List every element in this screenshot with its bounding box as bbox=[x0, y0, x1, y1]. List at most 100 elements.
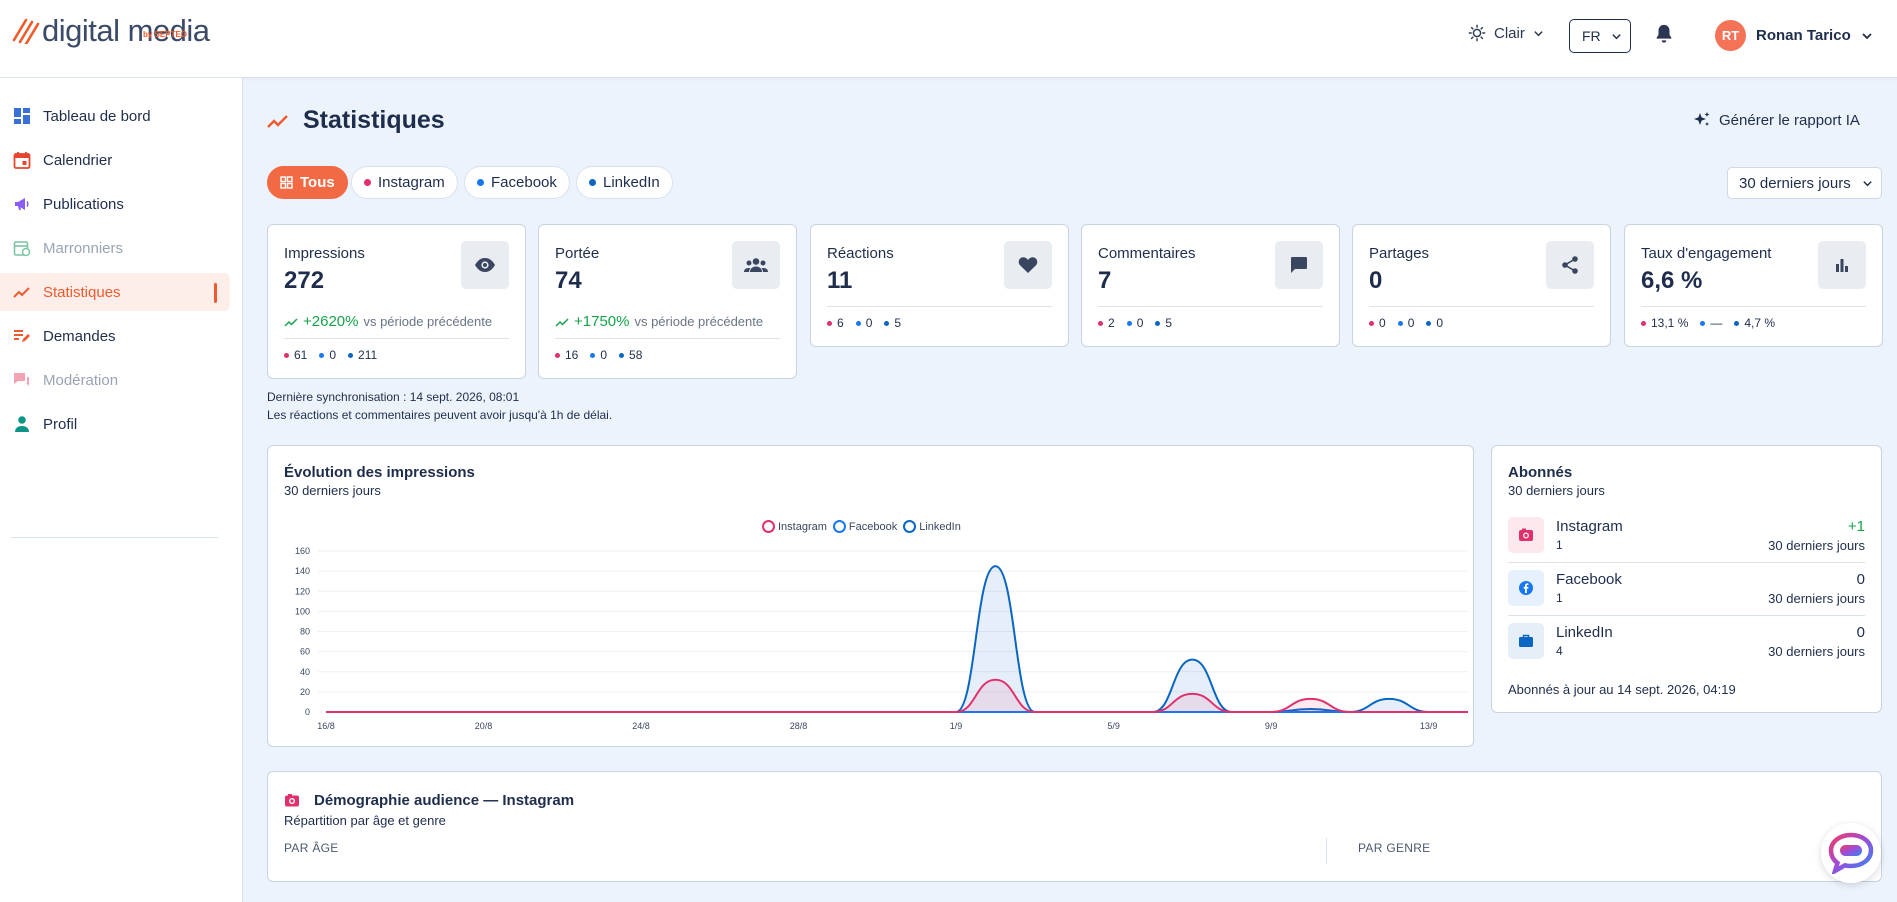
facebook-icon bbox=[1519, 581, 1533, 595]
filter-chip-instagram[interactable]: Instagram bbox=[351, 166, 458, 199]
abonnes-delta: 0 bbox=[1856, 624, 1865, 641]
breakdown-linkedin: 5 bbox=[1155, 316, 1172, 330]
y-tick-label: 140 bbox=[295, 566, 310, 576]
breakdown-value: 0 bbox=[600, 348, 608, 362]
card-icon-box bbox=[1818, 241, 1866, 289]
legend-item-instagram[interactable]: Instagram bbox=[762, 520, 827, 533]
sidebar-item-profil[interactable]: Profil bbox=[0, 405, 230, 443]
series-area-linkedin bbox=[326, 566, 1468, 712]
abonnes-network: LinkedIn bbox=[1556, 624, 1613, 641]
legend-item-linkedin[interactable]: LinkedIn bbox=[903, 520, 961, 533]
sync-info: Dernière synchronisation : 14 sept. 2026… bbox=[267, 388, 612, 424]
breakdown-instagram: 61 bbox=[284, 348, 307, 362]
abonnes-row-linkedin: LinkedIn 4 0 30 derniers jours bbox=[1508, 616, 1865, 669]
y-tick-label: 20 bbox=[300, 687, 310, 697]
abonnes-footer: Abonnés à jour au 14 sept. 2026, 04:19 bbox=[1508, 682, 1736, 697]
breakdown-instagram: 6 bbox=[827, 316, 844, 330]
legend-item-facebook[interactable]: Facebook bbox=[832, 520, 897, 533]
breakdown-facebook: 0 bbox=[855, 316, 872, 330]
sidebar-item-calendrier[interactable]: Calendrier bbox=[0, 141, 230, 179]
chevron-down-icon bbox=[1612, 33, 1621, 39]
user-name: Ronan Tarico bbox=[1756, 27, 1851, 44]
logo-text: digital media bbox=[42, 13, 210, 48]
facebook-icon-box bbox=[1508, 570, 1544, 606]
breakdown-value: — bbox=[1710, 316, 1723, 330]
chip-label: Facebook bbox=[491, 174, 557, 191]
linkedin-icon-box bbox=[1508, 623, 1544, 659]
breakdown-linkedin: 5 bbox=[884, 316, 901, 330]
chevron-down-icon bbox=[1534, 30, 1543, 36]
share-icon bbox=[1562, 256, 1578, 274]
demographie-subtitle: Répartition par âge et genre bbox=[284, 813, 446, 828]
instagram-icon-box bbox=[1508, 517, 1544, 553]
x-tick-label: 1/9 bbox=[950, 721, 963, 731]
sidebar-item-publications[interactable]: Publications bbox=[0, 185, 230, 223]
breakdown-instagram: 16 bbox=[555, 348, 578, 362]
breakdown-value: 5 bbox=[894, 316, 902, 330]
sidebar: Tableau de bord Calendrier Publications … bbox=[0, 78, 243, 902]
x-tick-label: 13/9 bbox=[1420, 721, 1438, 731]
card-label: Partages bbox=[1369, 245, 1430, 262]
card-breakdown: 0 0 0 bbox=[1369, 316, 1443, 330]
abonnes-panel: Abonnés 30 derniers jours Instagram 1 +1… bbox=[1491, 445, 1882, 713]
sidebar-item-marronniers[interactable]: Marronniers bbox=[0, 229, 230, 267]
card-icon-box bbox=[1275, 241, 1323, 289]
row-divider bbox=[1508, 562, 1865, 563]
facebook-dot bbox=[477, 179, 484, 186]
y-tick-label: 160 bbox=[295, 546, 310, 556]
stat-card-commentaires: Commentaires 7 2 0 5 bbox=[1081, 224, 1340, 347]
card-icon-box bbox=[461, 241, 509, 289]
theme-toggle-button[interactable]: Clair bbox=[1468, 24, 1544, 42]
sidebar-item-moderation[interactable]: Modération bbox=[0, 361, 230, 399]
sidebar-item-demandes[interactable]: Demandes bbox=[0, 317, 230, 355]
y-tick-label: 60 bbox=[300, 647, 310, 657]
chevron-down-icon bbox=[1863, 180, 1872, 186]
trending-up-icon bbox=[284, 317, 298, 327]
series-line-linkedin bbox=[326, 565, 1469, 714]
demographie-panel: Démographie audience — Instagram Réparti… bbox=[267, 771, 1882, 882]
sidebar-item-statistiques[interactable]: Statistiques bbox=[0, 273, 230, 311]
card-breakdown: 16 0 58 bbox=[555, 348, 642, 362]
breakdown-value: 61 bbox=[294, 348, 308, 362]
row-divider bbox=[1508, 615, 1865, 616]
demographie-gender-heading: PAR GENRE bbox=[1358, 841, 1431, 855]
date-range-value: 30 derniers jours bbox=[1739, 174, 1851, 192]
user-menu[interactable]: RT Ronan Tarico bbox=[1715, 20, 1873, 51]
panel-title: Évolution des impressions bbox=[284, 464, 475, 481]
bell-icon[interactable] bbox=[1653, 22, 1675, 46]
chip-label: Instagram bbox=[378, 174, 445, 191]
breakdown-facebook: 0 bbox=[590, 348, 607, 362]
filter-chip-linkedin[interactable]: LinkedIn bbox=[576, 166, 673, 199]
date-range-select[interactable]: 30 derniers jours bbox=[1727, 167, 1882, 199]
generate-ai-report-button[interactable]: Générer le rapport IA bbox=[1693, 111, 1860, 129]
sidebar-item-tableau-de-bord[interactable]: Tableau de bord bbox=[0, 97, 230, 135]
card-divider bbox=[1641, 306, 1866, 307]
breakdown-linkedin: 58 bbox=[619, 348, 642, 362]
breakdown-value: 58 bbox=[629, 348, 643, 362]
logo[interactable]: digital media bbox=[12, 14, 210, 56]
chat-support-button[interactable] bbox=[1821, 823, 1881, 883]
group-icon bbox=[744, 258, 768, 272]
sync-note: Les réactions et commentaires peuvent av… bbox=[267, 408, 613, 422]
filter-chip-tous[interactable]: Tous bbox=[267, 166, 348, 199]
card-value: 74 bbox=[555, 267, 582, 294]
column-divider bbox=[1326, 838, 1327, 864]
card-trend: +1750% vs période précédente bbox=[555, 313, 763, 330]
stat-card-portee: Portée 74 +1750% vs période précédente 1… bbox=[538, 224, 797, 379]
filter-chip-facebook[interactable]: Facebook bbox=[464, 166, 570, 199]
sidebar-item-label: Profil bbox=[43, 415, 78, 433]
dashboard-icon bbox=[14, 108, 30, 124]
card-icon-box bbox=[1546, 241, 1594, 289]
card-label: Impressions bbox=[284, 245, 365, 262]
chart-legend: Instagram Facebook LinkedIn bbox=[762, 520, 961, 533]
breakdown-linkedin: 211 bbox=[348, 348, 377, 362]
trend-percent: +1750% bbox=[574, 313, 630, 330]
breakdown-instagram: 2 bbox=[1098, 316, 1115, 330]
breakdown-facebook: 0 bbox=[319, 348, 336, 362]
chat-bubbles-icon bbox=[14, 373, 29, 386]
sync-line: Dernière synchronisation : 14 sept. 2026… bbox=[267, 390, 520, 404]
chat-bubble-icon bbox=[1828, 832, 1874, 874]
person-icon bbox=[15, 416, 29, 432]
breakdown-value: 6 bbox=[837, 316, 844, 330]
language-select[interactable]: FR bbox=[1569, 19, 1631, 53]
